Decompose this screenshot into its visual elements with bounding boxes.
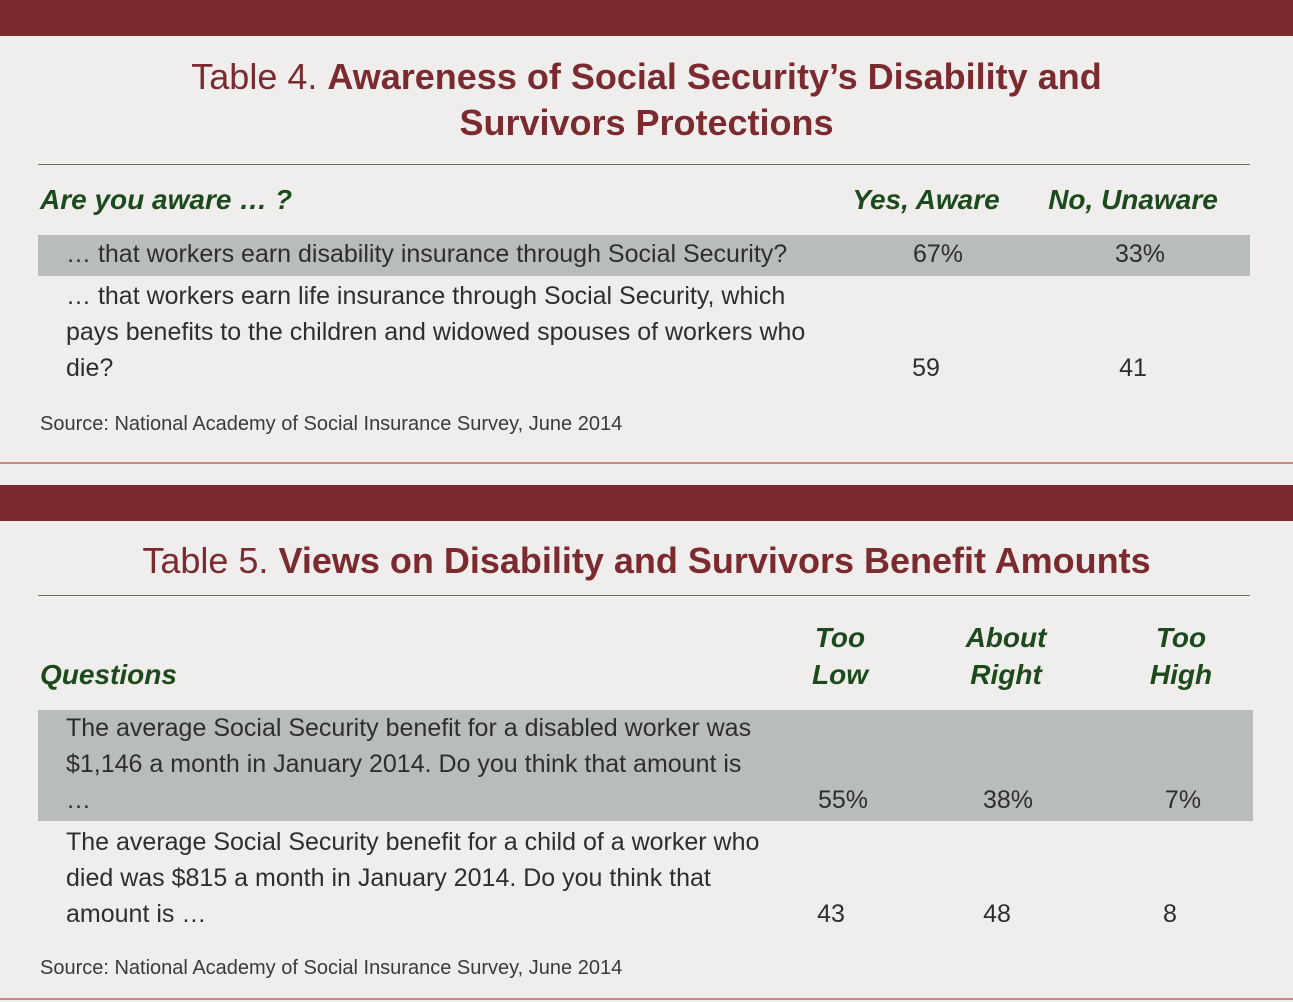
column-header: About Right xyxy=(965,622,1047,690)
cell: 8 xyxy=(1163,900,1177,928)
cell: 67% xyxy=(912,240,964,268)
source: Source: National Academy of Social Insur… xyxy=(40,957,623,979)
source: Source: National Academy of Social Insur… xyxy=(40,413,623,435)
cell: 38% xyxy=(982,786,1034,814)
column-header: Too Low xyxy=(812,622,868,690)
title-prefix: Table 4. xyxy=(191,56,318,97)
question: The average Social Security benefit for … xyxy=(66,828,760,928)
table-title: Table 5. Views on Disability and Survivo… xyxy=(0,538,1293,584)
rule xyxy=(38,164,1250,165)
title-text: Awareness of Social Security’s Disabilit… xyxy=(327,56,1102,143)
cell: 48 xyxy=(983,900,1011,928)
cell: 55% xyxy=(817,786,869,814)
table-title: Table 4. Awareness of Social Security’s … xyxy=(0,54,1293,146)
top-band xyxy=(0,0,1293,36)
table-row: The average Social Security benefit for … xyxy=(38,710,1253,821)
title-prefix: Table 5. xyxy=(142,540,269,581)
question: The average Social Security benefit for … xyxy=(66,714,752,814)
column-header: No, Unaware xyxy=(1048,184,1218,215)
rule xyxy=(0,998,1293,1000)
table-row: … that workers earn life insurance throu… xyxy=(38,278,1250,388)
question: … that workers earn life insurance throu… xyxy=(66,282,806,382)
cell: 41 xyxy=(1119,354,1147,382)
column-header: Are you aware … ? xyxy=(40,184,293,215)
title-text: Views on Disability and Survivors Benefi… xyxy=(278,540,1151,581)
rule xyxy=(0,462,1293,464)
column-header: Questions xyxy=(40,659,177,690)
table-row: The average Social Security benefit for … xyxy=(38,824,1250,934)
cell: 43 xyxy=(817,900,845,928)
question: … that workers earn disability insurance… xyxy=(66,240,788,268)
cell: 33% xyxy=(1114,240,1166,268)
rule xyxy=(38,595,1250,596)
band xyxy=(0,485,1293,521)
cell: 59 xyxy=(912,354,940,382)
column-header: Yes, Aware xyxy=(852,184,1000,215)
column-header: Too High xyxy=(1149,622,1213,690)
table-row: … that workers earn disability insurance… xyxy=(38,235,1250,276)
cell: 7% xyxy=(1164,786,1202,814)
